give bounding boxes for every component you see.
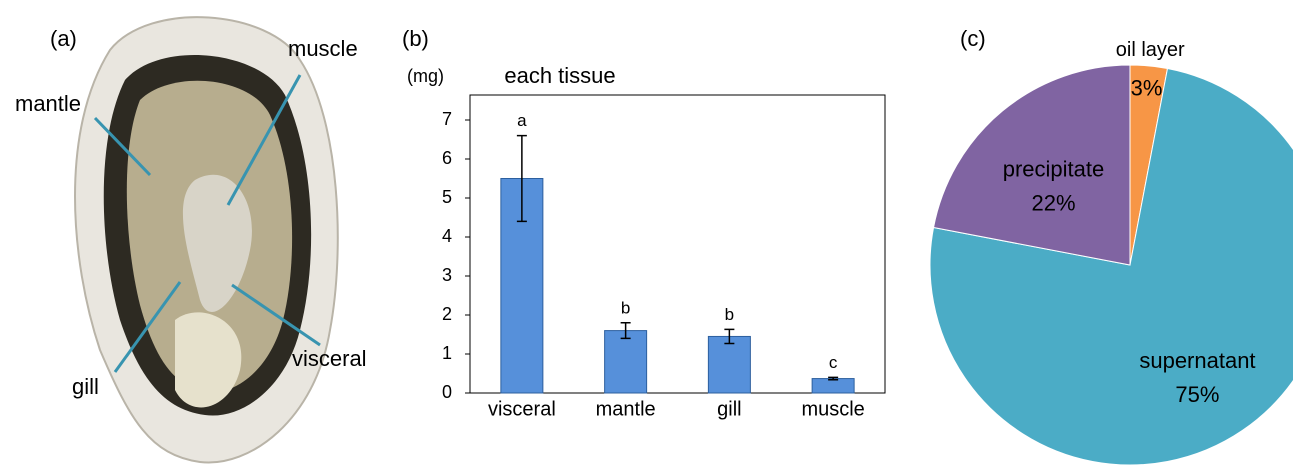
slice-name: oil layer [1116,39,1185,61]
panel-label: (a) [50,26,77,51]
y-tick-label: 3 [442,265,452,285]
photo-label: muscle [288,36,358,61]
significance-label: a [517,111,527,130]
bar [605,331,647,393]
photo-label: gill [72,374,99,399]
figure: (a) muscle mantle gill visceral (b) (mg)… [0,0,1293,468]
bar [812,379,854,393]
photo-label: mantle [15,91,81,116]
significance-label: b [621,298,630,317]
y-axis-label: (mg) [407,66,444,86]
y-tick-label: 5 [442,187,452,207]
oyster-photo: (a) muscle mantle gill visceral [15,17,367,462]
x-tick-label: visceral [488,398,556,420]
slice-value-label: 3% [1131,76,1163,101]
slice-value-label: 75% [1175,382,1219,407]
significance-label: c [829,353,838,372]
panel-label: (b) [402,26,429,51]
slice-value-label: 22% [1031,190,1075,215]
x-tick-label: mantle [596,398,656,420]
y-tick-label: 0 [442,382,452,402]
y-tick-label: 2 [442,304,452,324]
chart-title: each tissue [504,63,615,88]
slice-name: supernatant [1139,348,1255,373]
panel-label: (c) [960,26,986,51]
y-tick-label: 7 [442,109,452,129]
photo-label: visceral [292,346,367,371]
x-tick-label: muscle [801,398,864,420]
bar [708,336,750,393]
y-tick-label: 4 [442,226,452,246]
slice-name: precipitate [1003,156,1105,181]
x-tick-label: gill [717,398,741,420]
significance-label: b [725,305,734,324]
y-tick-label: 6 [442,148,452,168]
y-tick-label: 1 [442,343,452,363]
